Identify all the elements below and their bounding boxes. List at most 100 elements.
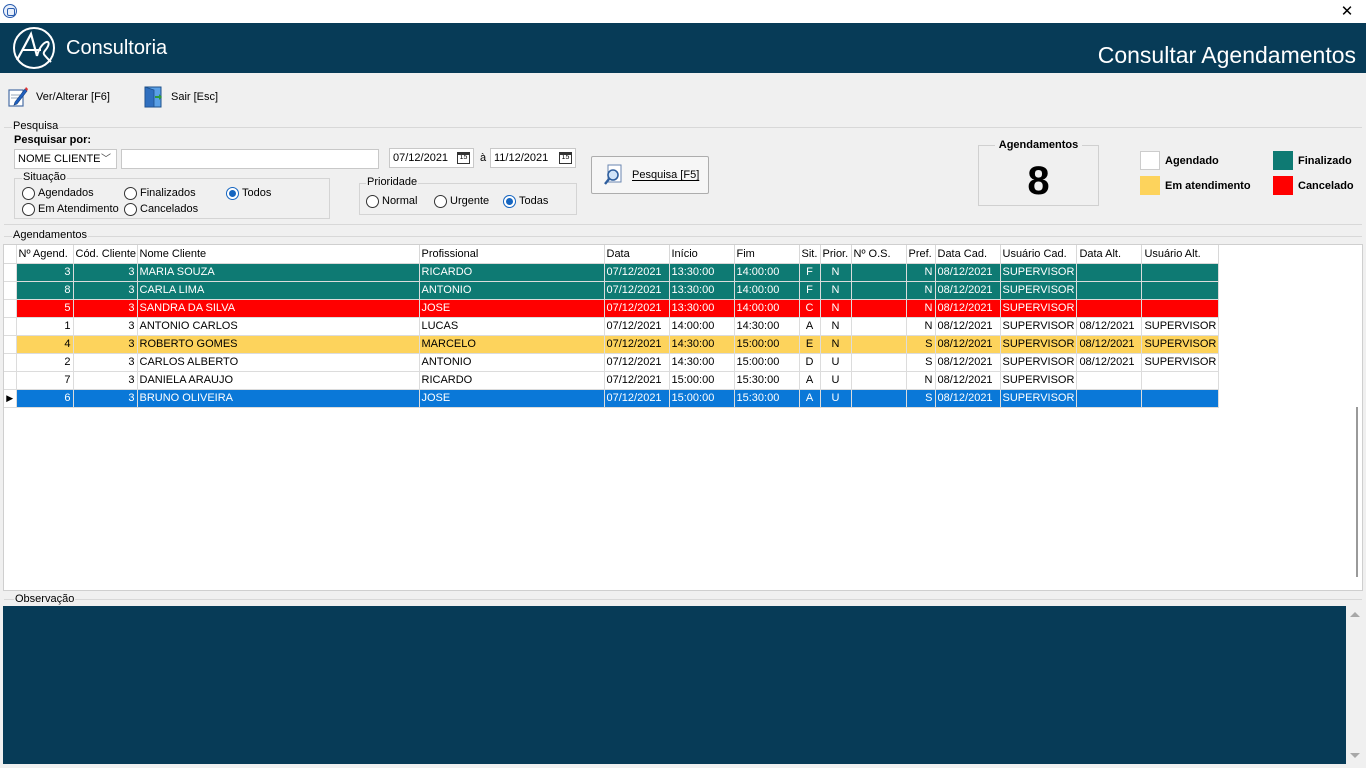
radio-agendados[interactable]: Agendados bbox=[22, 186, 94, 200]
column-header[interactable]: Usuário Cad. bbox=[1000, 245, 1078, 264]
search-button[interactable]: Pesquisa [F5] bbox=[591, 156, 709, 194]
observation-scrollbar[interactable] bbox=[1347, 606, 1363, 764]
table-row[interactable]: 3 3 MARIA SOUZA RICARDO 07/12/2021 13:30:00 14… bbox=[4, 263, 1220, 282]
observation-group bbox=[4, 599, 1362, 601]
radio-urgente[interactable]: Urgente bbox=[434, 194, 489, 208]
legend-swatch bbox=[1273, 151, 1293, 170]
table-cell: F bbox=[799, 263, 821, 282]
table-cell bbox=[851, 281, 907, 300]
table-cell: 14:00:00 bbox=[734, 263, 800, 282]
calendar-icon[interactable]: 15 bbox=[559, 152, 572, 164]
legend-swatch bbox=[1140, 151, 1160, 170]
column-header[interactable]: Data Cad. bbox=[935, 245, 1001, 264]
observation-textarea[interactable] bbox=[3, 606, 1346, 764]
table-cell: 6 bbox=[16, 389, 74, 408]
table-cell: A bbox=[799, 317, 821, 336]
legend-agendado: Agendado bbox=[1140, 151, 1219, 170]
row-selected-indicator: ▶ bbox=[4, 389, 17, 408]
date-from-field[interactable]: 07/12/2021 15 bbox=[389, 148, 474, 168]
column-header[interactable]: Início bbox=[669, 245, 735, 264]
table-cell: SUPERVISOR bbox=[1000, 299, 1078, 318]
table-cell: N bbox=[906, 299, 936, 318]
scrollbar-thumb[interactable] bbox=[1356, 407, 1358, 577]
table-cell: SUPERVISOR bbox=[1141, 353, 1220, 372]
radio-finalizados[interactable]: Finalizados bbox=[124, 186, 196, 200]
table-row[interactable]: 7 3 DANIELA ARAUJO RICARDO 07/12/2021 15:00:0… bbox=[4, 371, 1220, 390]
table-cell: S bbox=[906, 335, 936, 354]
table-cell: 08/12/2021 bbox=[935, 371, 1001, 390]
table-cell: 14:00:00 bbox=[734, 299, 800, 318]
table-cell: 13:30:00 bbox=[669, 281, 735, 300]
table-cell: 07/12/2021 bbox=[604, 281, 670, 300]
table-cell: SUPERVISOR bbox=[1000, 281, 1078, 300]
table-cell bbox=[851, 263, 907, 282]
table-cell: CARLOS ALBERTO bbox=[137, 353, 420, 372]
table-row[interactable]: ▶ 6 3 BRUNO OLIVEIRA JOSE 07/12/2021 15:00:00 1… bbox=[4, 389, 1220, 408]
table-cell bbox=[1141, 299, 1220, 318]
table-cell bbox=[851, 353, 907, 372]
table-cell: 08/12/2021 bbox=[935, 299, 1001, 318]
radio-label: Agendados bbox=[38, 187, 94, 199]
radio-cancelados[interactable]: Cancelados bbox=[124, 202, 198, 216]
table-cell: C bbox=[799, 299, 821, 318]
appointments-table: Nº Agend. Cód. Cliente Nome Cliente Prof… bbox=[4, 245, 1220, 408]
column-header[interactable]: Data bbox=[604, 245, 670, 264]
table-cell bbox=[1141, 371, 1220, 390]
table-cell: SUPERVISOR bbox=[1000, 353, 1078, 372]
table-row[interactable]: 2 3 CARLOS ALBERTO ANTONIO 07/12/2021 14:30:0… bbox=[4, 353, 1220, 372]
table-cell: 3 bbox=[73, 335, 138, 354]
column-header[interactable]: Nome Cliente bbox=[137, 245, 420, 264]
table-cell: A bbox=[799, 389, 821, 408]
column-header[interactable]: Prior. bbox=[820, 245, 852, 264]
search-field-select[interactable]: NOME CLIENTE ﹀ bbox=[14, 149, 117, 169]
table-cell: 13:30:00 bbox=[669, 299, 735, 318]
scroll-down-icon[interactable] bbox=[1350, 753, 1360, 758]
legend-em-atendimento: Em atendimento bbox=[1140, 176, 1251, 195]
exit-button[interactable]: Sair [Esc] bbox=[143, 84, 218, 110]
table-cell: 3 bbox=[73, 353, 138, 372]
table-cell bbox=[851, 389, 907, 408]
radio-em-atendimento[interactable]: Em Atendimento bbox=[22, 202, 119, 216]
table-row[interactable]: 4 3 ROBERTO GOMES MARCELO 07/12/2021 14:30:00… bbox=[4, 335, 1220, 354]
table-cell: 08/12/2021 bbox=[935, 263, 1001, 282]
prioridade-frame bbox=[359, 183, 577, 215]
table-cell: 3 bbox=[73, 299, 138, 318]
appointments-grid[interactable]: Nº Agend. Cód. Cliente Nome Cliente Prof… bbox=[3, 244, 1363, 591]
scroll-up-icon[interactable] bbox=[1350, 612, 1360, 617]
radio-normal[interactable]: Normal bbox=[366, 194, 417, 208]
column-header[interactable]: Usuário Alt. bbox=[1141, 245, 1220, 264]
date-to-value: 11/12/2021 bbox=[494, 152, 549, 164]
radio-dot bbox=[22, 186, 35, 200]
grid-scrollbar[interactable] bbox=[1350, 407, 1362, 577]
table-cell: 13:30:00 bbox=[669, 263, 735, 282]
search-field-value: NOME CLIENTE bbox=[18, 153, 101, 165]
calendar-icon[interactable]: 15 bbox=[457, 152, 470, 164]
radio-todas[interactable]: Todas bbox=[503, 194, 548, 208]
column-header[interactable]: Pref. bbox=[906, 245, 936, 264]
column-header[interactable]: Fim bbox=[734, 245, 800, 264]
table-cell: 8 bbox=[16, 281, 74, 300]
column-header[interactable]: Data Alt. bbox=[1076, 245, 1143, 264]
table-cell: 07/12/2021 bbox=[604, 317, 670, 336]
table-cell: S bbox=[906, 353, 936, 372]
table-row[interactable]: 8 3 CARLA LIMA ANTONIO 07/12/2021 13:30:00 14:… bbox=[4, 281, 1220, 300]
date-to-field[interactable]: 11/12/2021 15 bbox=[490, 148, 576, 168]
close-window-button[interactable]: ✕ bbox=[1340, 2, 1354, 20]
table-cell bbox=[851, 335, 907, 354]
search-input[interactable] bbox=[121, 149, 379, 169]
column-header[interactable]: Nº Agend. bbox=[16, 245, 74, 264]
table-row[interactable]: 1 3 ANTONIO CARLOS LUCAS 07/12/2021 14:00:00 1… bbox=[4, 317, 1220, 336]
table-cell: 08/12/2021 bbox=[935, 389, 1001, 408]
edit-button[interactable]: Ver/Alterar [F6] bbox=[8, 84, 110, 110]
table-cell: ANTONIO bbox=[419, 281, 605, 300]
legend-swatch bbox=[1140, 176, 1160, 195]
column-header[interactable]: Cód. Cliente bbox=[73, 245, 138, 264]
column-header[interactable]: Nº O.S. bbox=[851, 245, 907, 264]
table-row[interactable]: 5 3 SANDRA DA SILVA JOSE 07/12/2021 13:30:00 1… bbox=[4, 299, 1220, 318]
column-header[interactable]: Profissional bbox=[419, 245, 605, 264]
column-header[interactable]: Sit. bbox=[799, 245, 821, 264]
table-cell: 15:00:00 bbox=[734, 335, 800, 354]
radio-todos[interactable]: Todos bbox=[226, 186, 271, 200]
table-cell: SUPERVISOR bbox=[1000, 335, 1078, 354]
search-button-label: Pesquisa [F5] bbox=[632, 169, 700, 181]
